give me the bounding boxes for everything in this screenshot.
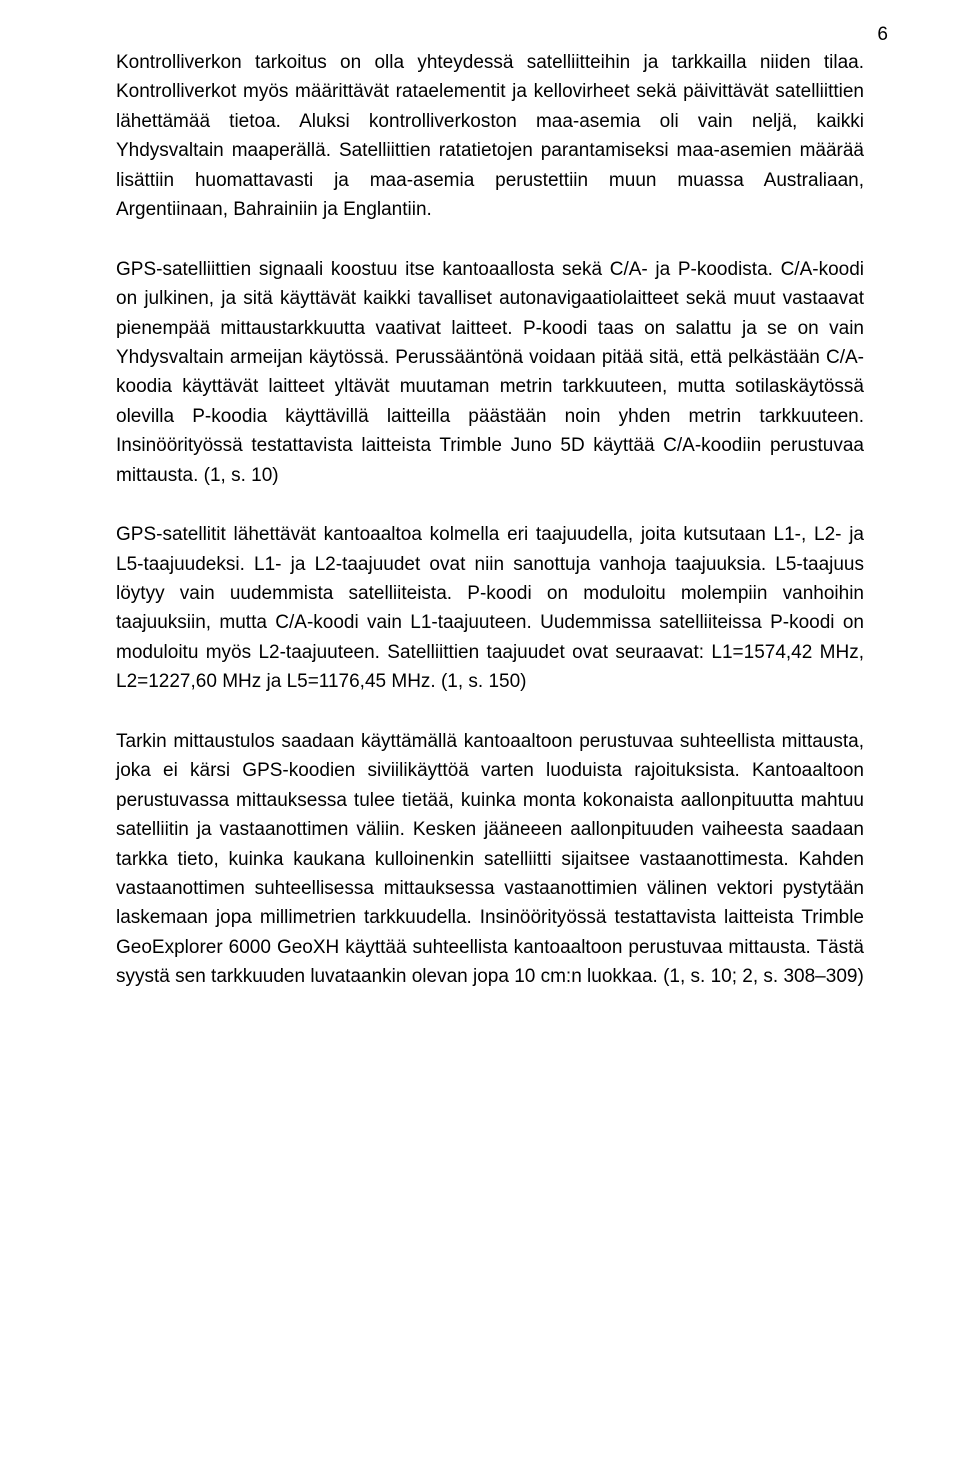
document-page: 6 Kontrolliverkon tarkoitus on olla yhte… — [0, 0, 960, 1481]
paragraph-1: Kontrolliverkon tarkoitus on olla yhteyd… — [116, 48, 864, 225]
paragraph-3: GPS-satellitit lähettävät kantoaaltoa ko… — [116, 520, 864, 697]
page-number: 6 — [877, 20, 888, 49]
paragraph-2: GPS-satelliittien signaali koostuu itse … — [116, 255, 864, 491]
paragraph-4: Tarkin mittaustulos saadaan käyttämällä … — [116, 727, 864, 992]
